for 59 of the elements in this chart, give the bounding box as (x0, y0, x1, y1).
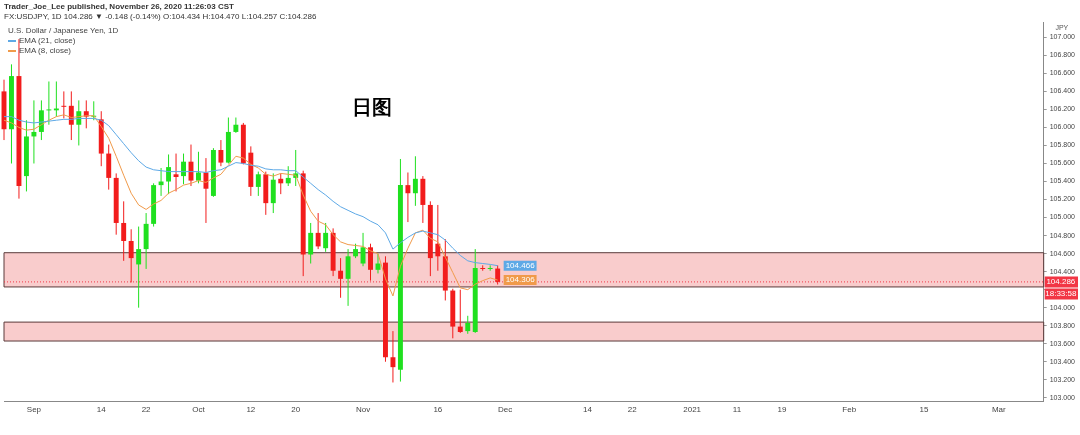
candlestick (181, 153, 186, 185)
candlestick (285, 165, 291, 187)
candlestick (480, 264, 486, 272)
x-tick-label: 19 (777, 405, 787, 415)
candlestick (457, 289, 463, 334)
candlestick (128, 228, 134, 283)
x-tick-label: 14 (96, 405, 107, 415)
data-label: 104.466 (505, 260, 536, 270)
x-tick-label: Oct (192, 405, 206, 415)
x-tick-label: Dec (498, 405, 513, 415)
candlestick (278, 172, 284, 195)
legend-label: EMA (21, close) (18, 36, 77, 46)
x-tick-label: 16 (433, 405, 443, 415)
candlestick (360, 232, 366, 267)
candlestick (196, 151, 201, 184)
candlestick (255, 171, 261, 197)
legend-label: EMA (8, close) (18, 46, 72, 56)
candlestick (323, 222, 329, 253)
text: FX:USDJPY, 1D 104.286 ▼ -0.148 (-0.14%) O:104.434 H:104.470 L:104.257 C:104.286 (4, 12, 317, 21)
x-tick-label: 2021 (683, 405, 702, 415)
candlestick (31, 99, 37, 164)
text: 18:33:58 (1045, 289, 1077, 299)
candlestick (308, 222, 314, 265)
candlestick (487, 264, 493, 272)
candlestick (412, 155, 418, 207)
candlestick (368, 243, 373, 282)
legend-title: U.S. Dollar / Japanese Yen, 1D (8, 26, 119, 36)
candlestick (233, 117, 239, 134)
candlestick (218, 139, 224, 167)
candlestick (345, 248, 351, 307)
x-tick-label: Nov (355, 405, 371, 415)
x-tick-label: Mar (991, 405, 1007, 415)
data-label: 104.306 (505, 275, 536, 285)
candlestick (203, 157, 209, 224)
candlestick (173, 153, 179, 192)
chart-subtitle: Trader_Joe_Lee published, November 26, 2020 11:26:03 CST (4, 2, 234, 11)
x-tick-label: 11 (732, 405, 742, 415)
x-tick-label: 20 (291, 405, 301, 415)
candlestick (46, 80, 52, 126)
candlestick (338, 257, 344, 299)
x-tick-label: 22 (627, 405, 638, 415)
candlestick (405, 172, 411, 223)
candlestick (136, 226, 142, 309)
x-tick-label: Sep (26, 405, 42, 415)
x-tick-label: Feb (842, 405, 857, 415)
candlestick (270, 172, 276, 214)
ref-line-label: 104.286 (1046, 277, 1076, 287)
candlestick (390, 330, 396, 383)
candlestick (435, 204, 441, 272)
text: 日图 (352, 94, 392, 121)
candlestick (121, 200, 127, 262)
x-tick-label: 15 (919, 405, 930, 415)
candlestick (315, 212, 321, 250)
x-tick-label: 12 (246, 405, 256, 415)
x-tick-label: 22 (141, 405, 152, 415)
x-tick-label: 14 (582, 405, 593, 415)
candlestick (166, 153, 172, 195)
candlestick (61, 90, 67, 119)
candlestick (465, 315, 471, 335)
